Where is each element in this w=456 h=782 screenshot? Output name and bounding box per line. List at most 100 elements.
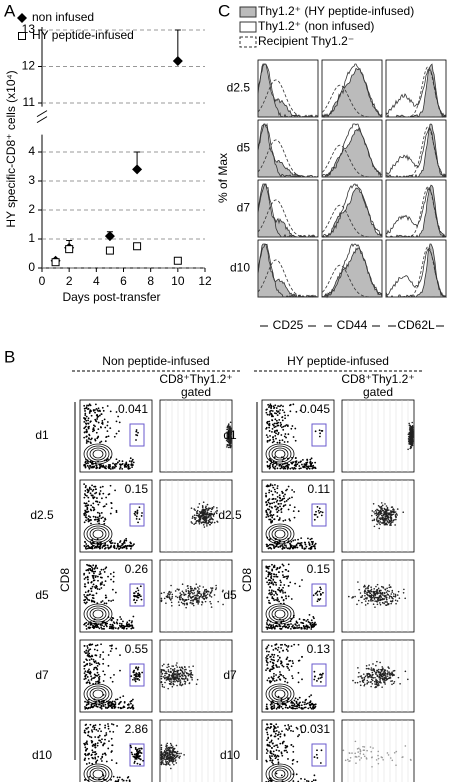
data-point	[132, 164, 143, 175]
dot	[314, 705, 317, 708]
dot	[387, 603, 389, 605]
dot	[170, 667, 172, 670]
histogram	[257, 63, 319, 118]
dot	[266, 708, 269, 710]
dot	[84, 706, 86, 708]
dot	[95, 623, 98, 626]
dot	[271, 493, 274, 496]
dot	[103, 699, 106, 702]
dot	[99, 545, 102, 548]
dot	[265, 577, 268, 580]
dot	[108, 627, 111, 630]
dot	[164, 754, 167, 757]
dot	[378, 596, 380, 599]
dot	[280, 434, 283, 436]
dot	[287, 508, 290, 511]
dot	[83, 665, 86, 668]
dot	[294, 707, 297, 710]
dot	[83, 573, 85, 576]
dot	[170, 671, 173, 673]
dot	[268, 498, 271, 500]
dot	[370, 668, 372, 671]
dot	[276, 542, 279, 544]
dot	[276, 485, 279, 487]
dot	[277, 761, 280, 764]
dot	[204, 589, 206, 591]
dot	[376, 508, 378, 511]
dot	[112, 627, 115, 630]
dot	[111, 623, 114, 626]
dot	[121, 460, 124, 463]
dot	[160, 681, 163, 683]
dot	[380, 593, 383, 595]
dot	[382, 522, 384, 525]
dot	[136, 673, 138, 675]
dot	[371, 514, 373, 517]
dot	[118, 467, 121, 470]
dot	[312, 707, 315, 710]
dot	[410, 429, 413, 431]
dot	[366, 593, 368, 596]
dot	[300, 621, 303, 624]
dot	[269, 412, 271, 414]
dot	[83, 644, 86, 647]
gate	[129, 743, 145, 767]
dot	[384, 595, 386, 598]
dot	[310, 707, 313, 710]
dot	[384, 588, 387, 591]
dot	[387, 517, 390, 519]
dot	[385, 596, 388, 599]
dot	[295, 705, 298, 708]
dot	[83, 672, 86, 675]
dot	[265, 434, 268, 436]
dot	[265, 650, 268, 653]
dot	[298, 465, 301, 467]
dot	[89, 568, 92, 570]
dot	[99, 623, 102, 626]
dot	[271, 410, 274, 412]
dot	[86, 663, 89, 665]
dot	[272, 405, 275, 408]
dot	[384, 515, 387, 518]
dot	[86, 488, 89, 491]
dot	[95, 700, 97, 703]
dot	[203, 597, 206, 600]
gate	[129, 583, 145, 607]
dot	[358, 588, 361, 591]
dot	[88, 649, 90, 652]
label-bg	[396, 319, 436, 333]
dot	[132, 755, 135, 758]
dot	[99, 706, 102, 709]
dot	[305, 462, 307, 464]
x-tick-label: 8	[147, 274, 154, 288]
dot	[99, 654, 102, 656]
contour	[274, 529, 286, 539]
dot	[114, 591, 117, 594]
dot	[282, 564, 285, 567]
dot	[89, 492, 92, 495]
frequency: 2.86	[125, 722, 149, 736]
dot	[229, 425, 231, 428]
dot	[83, 521, 86, 524]
dot	[178, 677, 181, 680]
dot	[83, 436, 86, 439]
dot	[266, 503, 269, 506]
dot	[207, 522, 209, 525]
dot	[271, 465, 274, 468]
dot	[93, 518, 96, 521]
dot	[95, 408, 98, 410]
dot	[287, 414, 289, 417]
dot	[104, 567, 107, 570]
dot	[115, 458, 118, 461]
dot	[89, 664, 91, 667]
dot	[395, 516, 397, 518]
dot	[88, 627, 91, 630]
dot	[276, 666, 279, 669]
dot	[379, 678, 381, 681]
dot	[379, 521, 382, 523]
dot	[303, 619, 306, 621]
dot	[120, 618, 123, 621]
dot	[130, 621, 133, 624]
dot	[96, 744, 99, 747]
dot	[299, 542, 302, 545]
